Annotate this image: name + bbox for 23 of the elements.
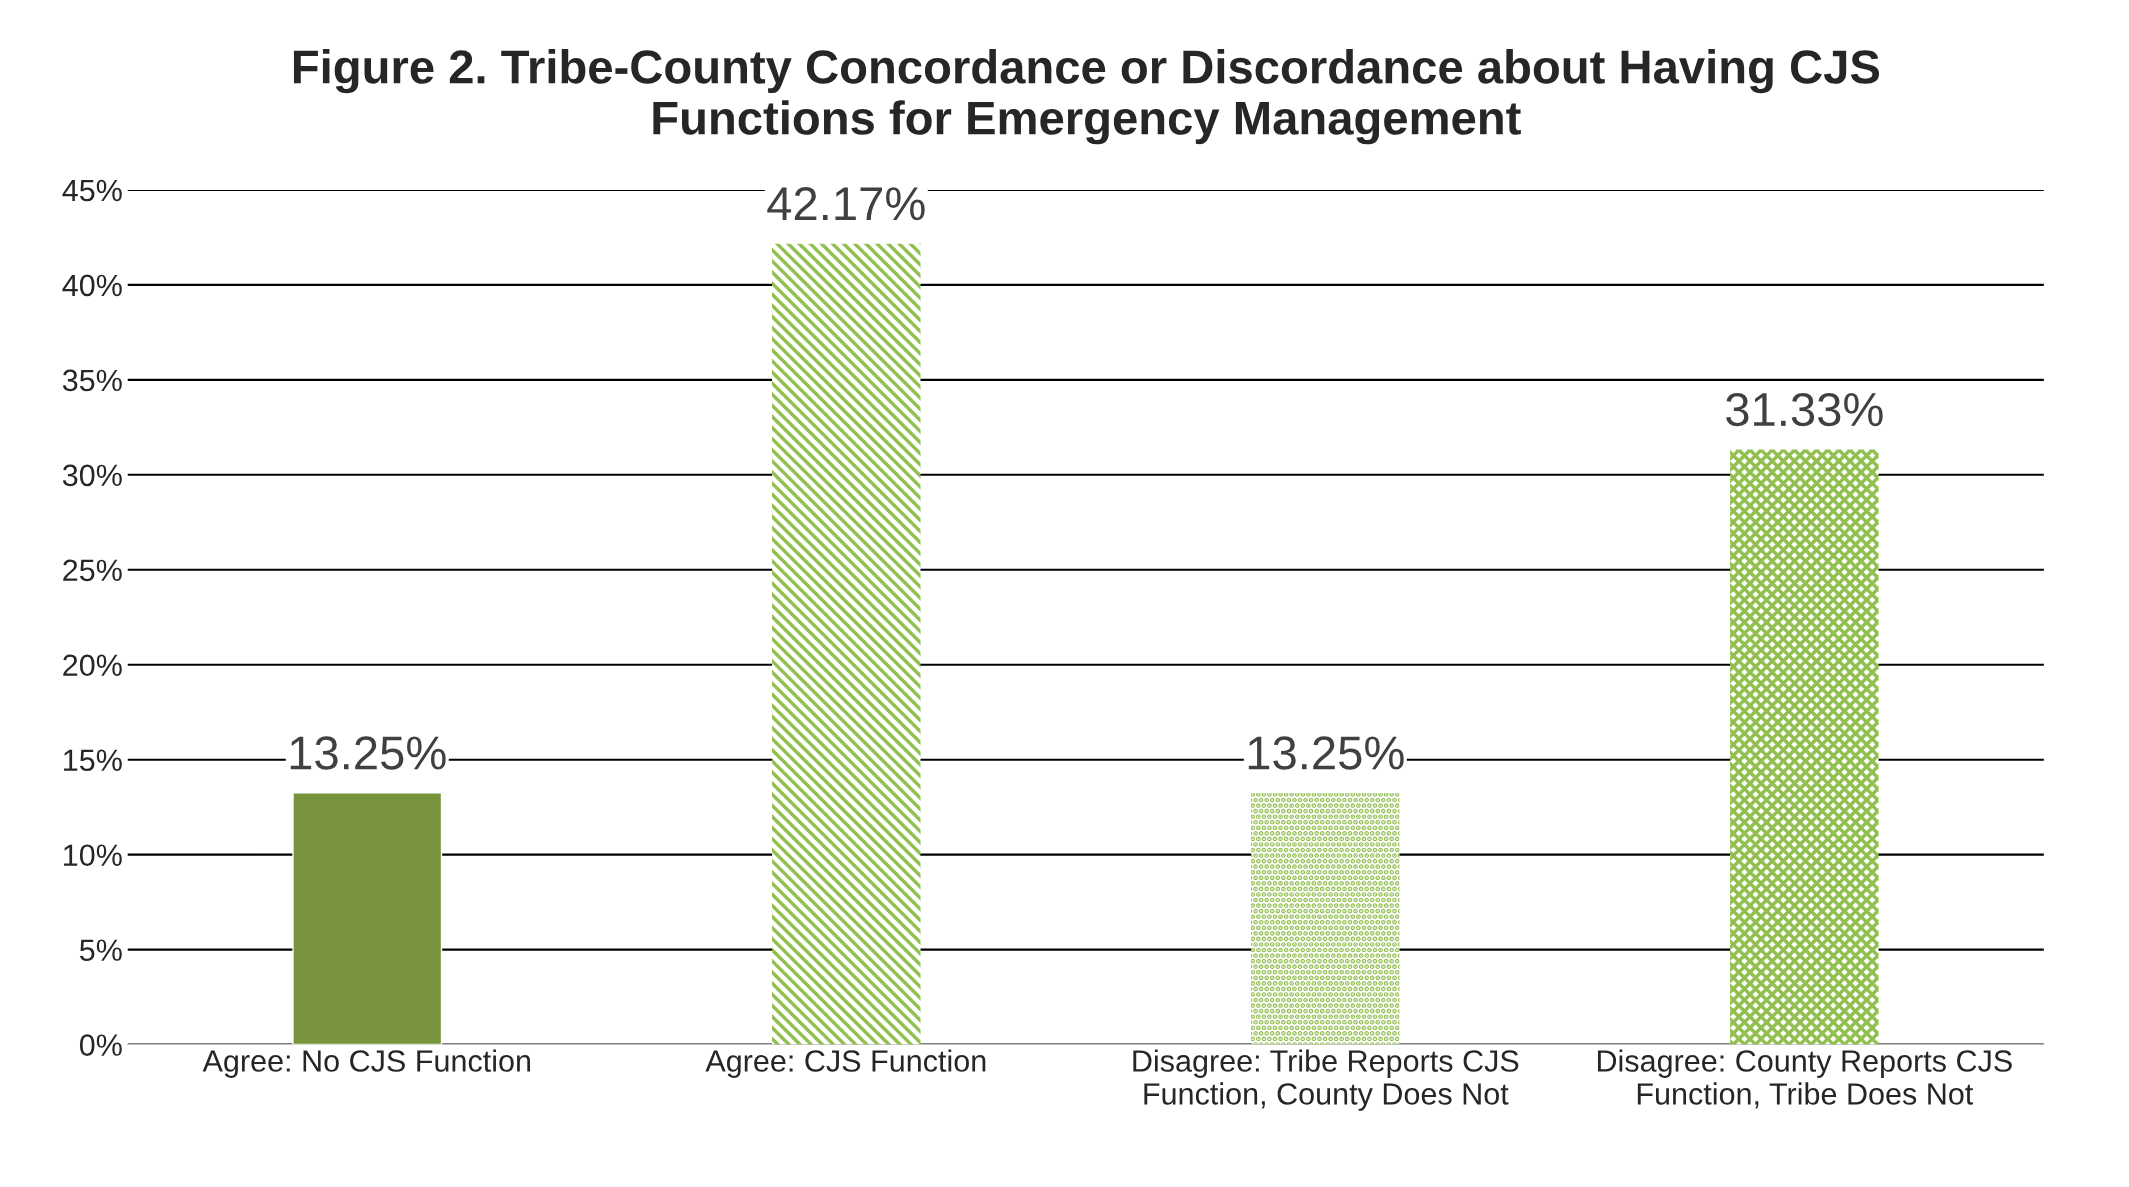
- x-tick-label: Disagree: Tribe Reports CJS Function, County Does Not: [1133, 1049, 1519, 1111]
- y-tick-label: 25%: [63, 559, 122, 582]
- y-tick-label: 10%: [64, 844, 122, 867]
- bar: [1251, 792, 1400, 1045]
- y-tick-label: 35%: [62, 369, 122, 392]
- y-tick-label: 0%: [79, 1034, 122, 1056]
- y-tick-label: 45%: [62, 179, 122, 202]
- data-label: 13.25%: [290, 736, 446, 770]
- data-label: 42.17%: [767, 187, 925, 221]
- bar: [1730, 449, 1879, 1045]
- y-tick-label: 40%: [62, 274, 122, 297]
- bar: [772, 243, 921, 1045]
- y-tick-label: 30%: [62, 464, 122, 487]
- bar: [292, 792, 443, 1045]
- x-tick-label: Agree: No CJS Function: [202, 1049, 531, 1078]
- data-label: 31.33%: [1726, 392, 1883, 427]
- y-tick-label: 20%: [63, 654, 122, 677]
- x-tick-label: Disagree: County Reports CJS Function, Tribe Does Not: [1597, 1049, 2012, 1109]
- x-tick-label: Agree: CJS Function: [705, 1049, 986, 1078]
- data-label: 13.25%: [1248, 736, 1404, 770]
- y-tick-label: 15%: [64, 749, 122, 772]
- y-tick-label: 5%: [79, 939, 122, 961]
- chart-title: Figure 2. Tribe-County Concordance or Discordance about Having CJS Functions for Emergency Management: [293, 49, 1880, 145]
